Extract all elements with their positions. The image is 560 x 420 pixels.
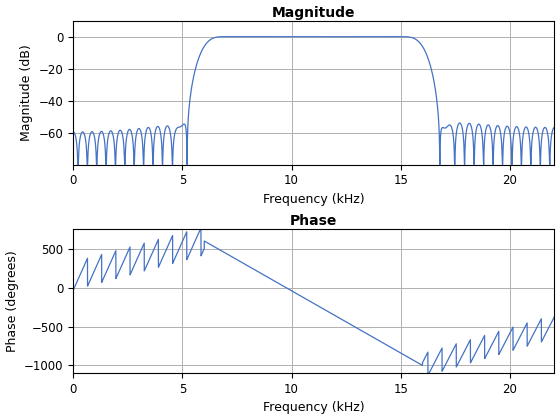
Y-axis label: Phase (degrees): Phase (degrees)	[6, 250, 18, 352]
Title: Phase: Phase	[290, 214, 338, 228]
X-axis label: Frequency (kHz): Frequency (kHz)	[263, 193, 365, 206]
Title: Magnitude: Magnitude	[272, 5, 356, 20]
X-axis label: Frequency (kHz): Frequency (kHz)	[263, 402, 365, 415]
Y-axis label: Magnitude (dB): Magnitude (dB)	[20, 44, 33, 141]
